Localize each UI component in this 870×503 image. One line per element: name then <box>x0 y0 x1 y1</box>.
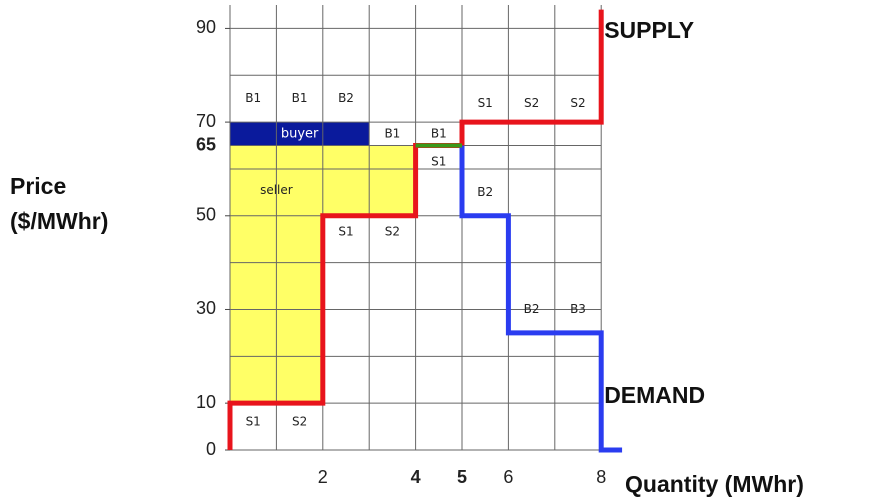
buyer-area <box>230 122 370 146</box>
cell-label: S2 <box>385 225 400 239</box>
y-tick-label: 30 <box>196 298 216 318</box>
y-tick-label: 10 <box>196 392 216 412</box>
cell-label: S1 <box>246 414 261 428</box>
cell-label: B1 <box>292 91 308 105</box>
y-tick-label: 90 <box>196 17 216 37</box>
cell-label: S1 <box>338 225 353 239</box>
cell-label: B1 <box>384 126 400 140</box>
y-tick-label: 70 <box>196 111 216 131</box>
y-tick-label: 65 <box>196 134 216 154</box>
y-axis-label: ($/MWhr) <box>10 208 108 234</box>
x-tick-label: 5 <box>457 467 467 487</box>
cell-label: B2 <box>477 185 493 199</box>
x-tick-label: 2 <box>318 467 328 487</box>
series-line <box>459 145 623 453</box>
y-axis-label: Price <box>10 173 66 199</box>
y-tick-label: 0 <box>206 439 216 459</box>
cell-label: S2 <box>292 414 307 428</box>
cell-label: S1 <box>478 96 493 110</box>
cell-label: S2 <box>524 96 539 110</box>
x-tick-label: 6 <box>503 467 513 487</box>
x-tick-label: 8 <box>596 467 606 487</box>
area-label: seller <box>260 183 293 197</box>
cell-label: B1 <box>431 126 447 140</box>
cell-label: B2 <box>338 91 354 105</box>
cell-label: B3 <box>570 302 586 316</box>
series-label: DEMAND <box>604 382 705 408</box>
area-label: buyer <box>281 126 319 141</box>
x-axis-label: Quantity (MWhr) <box>625 471 804 497</box>
y-tick-label: 50 <box>196 205 216 225</box>
cell-label: S2 <box>570 96 585 110</box>
series-label: SUPPLY <box>604 17 694 43</box>
series-line <box>227 9 604 450</box>
cell-label: B1 <box>245 91 261 105</box>
cell-label: B2 <box>524 302 540 316</box>
x-tick-label: 4 <box>411 467 421 487</box>
cell-label: S1 <box>431 154 446 168</box>
